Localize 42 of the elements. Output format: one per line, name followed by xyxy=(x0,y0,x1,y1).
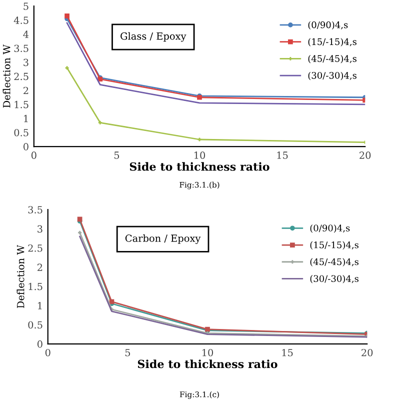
x-axis-title: Side to thickness ratio xyxy=(138,360,278,368)
annotation: Glass / Epoxy xyxy=(120,32,186,42)
y-tick-label: 1.5 xyxy=(14,100,28,108)
y-tick-label: 0 xyxy=(24,143,28,150)
y-tick-label: 4.5 xyxy=(14,16,28,24)
x-axis-title: Side to thickness ratio xyxy=(130,162,270,171)
y-tick-label: 5 xyxy=(24,2,28,10)
y-tick-label: 3.5 xyxy=(28,206,42,214)
y-tick-label: 2.5 xyxy=(28,244,42,252)
y-tick-label: 1.5 xyxy=(28,282,42,290)
y-tick-label: 3 xyxy=(24,58,28,66)
x-tick-label: 20 xyxy=(360,152,371,159)
x-tick-label: 0 xyxy=(45,348,50,356)
legend-label: (15/-15)4,s xyxy=(308,38,356,46)
y-tick-label: 1 xyxy=(38,302,42,310)
legend-label: (30/-30)4,s xyxy=(308,72,356,80)
y-tick-label: 3.5 xyxy=(14,44,28,52)
legend-label: (45/-45)4,s xyxy=(308,54,356,64)
legend-label: (30/-30)4,s xyxy=(310,275,358,284)
legend-label: (45/-45)4,s xyxy=(310,258,358,266)
y-tick-label: 2 xyxy=(24,86,28,94)
y-tick-label: 4 xyxy=(23,30,29,38)
y-tick-label: 0.5 xyxy=(28,321,42,329)
legend-label: (15/-15)4,s xyxy=(310,241,358,250)
y-tick-label: 1 xyxy=(24,114,28,122)
x-tick-label: 10 xyxy=(194,152,206,159)
y-tick-label: 2.5 xyxy=(14,72,28,80)
x-tick-label: 15 xyxy=(282,348,293,356)
y-tick-label: 3 xyxy=(38,225,42,233)
annotation: Carbon / Epoxy xyxy=(125,234,201,244)
x-tick-label: 5 xyxy=(125,349,130,356)
y-axis-title: Deflection W xyxy=(16,244,24,308)
x-tick-label: 20 xyxy=(362,348,373,356)
y-axis-title: Deflection W xyxy=(2,44,10,108)
legend-label: (0/90)4,s xyxy=(310,224,350,233)
y-tick-label: 2 xyxy=(37,264,42,271)
y-tick-label: 0 xyxy=(37,340,42,348)
x-tick-label: 5 xyxy=(114,152,120,159)
x-tick-label: 15 xyxy=(277,152,288,159)
x-tick-label: 10 xyxy=(202,348,214,356)
legend-label: (0/90)4,s xyxy=(308,21,348,30)
y-tick-label: 0.5 xyxy=(14,128,28,136)
